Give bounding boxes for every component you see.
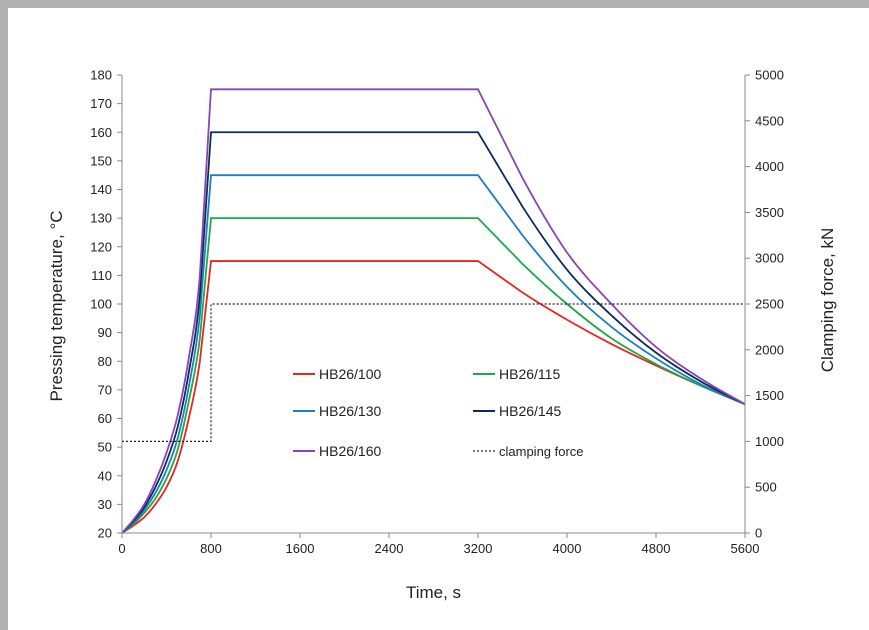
y-tick-label: 80 <box>98 354 112 369</box>
x-tick-label: 800 <box>200 541 222 556</box>
legend-label: HB26/160 <box>319 443 381 459</box>
x-tick-label: 2400 <box>375 541 404 556</box>
x-tick-label: 5600 <box>731 541 760 556</box>
series-line-hb26-130 <box>121 174 746 534</box>
y2-tick-label: 4500 <box>755 113 784 128</box>
series-line-hb26-100 <box>121 260 746 534</box>
series-line-hb26-160 <box>121 88 746 534</box>
y-tick-label: 140 <box>90 182 112 197</box>
y-tick-label: 20 <box>98 526 112 541</box>
y-tick-label: 60 <box>98 411 112 426</box>
y-tick-label: 160 <box>90 125 112 140</box>
series-line-clamping-force <box>122 303 745 442</box>
y2-tick-label: 5000 <box>755 68 784 83</box>
y2-tick-label: 500 <box>755 480 777 495</box>
legend-label: HB26/145 <box>499 403 561 419</box>
x-tick-label: 0 <box>118 541 125 556</box>
series-line-hb26-115 <box>121 217 746 534</box>
y2-tick-label: 1000 <box>755 434 784 449</box>
y2-tick-label: 3500 <box>755 205 784 220</box>
legend-label: HB26/100 <box>319 366 381 382</box>
legend-label: clamping force <box>499 444 584 459</box>
y-tick-label: 120 <box>90 239 112 254</box>
legend-label: HB26/115 <box>499 366 560 382</box>
y2-tick-label: 3000 <box>755 251 784 266</box>
y-tick-label: 130 <box>90 211 112 226</box>
y-tick-label: 100 <box>90 297 112 312</box>
y2-tick-label: 1500 <box>755 388 784 403</box>
y-axis-title: Pressing temperature, °C <box>47 210 66 401</box>
y-tick-label: 70 <box>98 382 112 397</box>
legend: HB26/100 HB26/115 HB26/130 HB26/145 HB26/160… <box>293 366 584 459</box>
y-tick-label: 50 <box>98 440 112 455</box>
y-tick-label: 40 <box>98 468 112 483</box>
y2-tick-label: 2500 <box>755 297 784 312</box>
y-tick-label: 170 <box>90 96 112 111</box>
y-tick-label: 110 <box>91 268 112 283</box>
y-tick-label: 90 <box>98 325 112 340</box>
y2-axis-title: Clamping force, kN <box>818 228 837 373</box>
legend-label: HB26/130 <box>319 403 381 419</box>
x-tick-label: 1600 <box>286 541 315 556</box>
y-tick-label: 150 <box>90 153 112 168</box>
x-tick-label: 3200 <box>464 541 493 556</box>
y2-tick-label: 2000 <box>755 342 784 357</box>
axes: 0 800 1600 2400 3200 4000 4800 5600203040506070… <box>90 68 784 557</box>
x-axis-title: Time, s <box>406 583 461 602</box>
y-tick-label: 30 <box>98 497 112 512</box>
x-tick-label: 4800 <box>642 541 671 556</box>
plot-lines <box>121 88 746 534</box>
y2-tick-label: 4000 <box>755 159 784 174</box>
series-line-hb26-145 <box>121 131 746 534</box>
x-tick-label: 4000 <box>553 541 582 556</box>
y2-tick-label: 0 <box>755 526 762 541</box>
y-tick-label: 180 <box>90 68 112 83</box>
